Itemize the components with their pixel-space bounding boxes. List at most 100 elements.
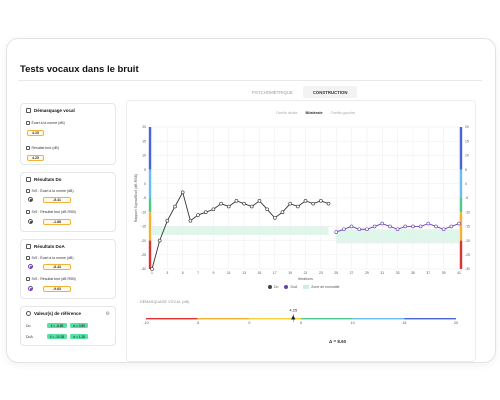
do-point[interactable]	[257, 199, 262, 203]
doc-icon	[26, 146, 30, 150]
doa-point[interactable]	[342, 227, 346, 232]
chart-icon	[26, 244, 31, 249]
scale-segment	[301, 318, 353, 320]
doa-point[interactable]	[372, 224, 377, 229]
tab-oreille-droite[interactable]: Oreille droite	[276, 111, 298, 115]
y-tick-label: 5	[144, 168, 146, 172]
do-point[interactable]	[319, 199, 323, 203]
y-tick-label: 20	[465, 125, 469, 129]
y-tick-label: -5	[143, 196, 146, 200]
x-tick-label: 5	[182, 271, 184, 275]
do-point[interactable]	[265, 207, 269, 212]
x-tick-label: 13	[242, 271, 246, 275]
doa-point[interactable]	[457, 221, 461, 226]
x-tick-label: 35	[411, 271, 415, 275]
doa-point[interactable]	[365, 227, 369, 232]
doa-point[interactable]	[426, 221, 431, 226]
y-tick-label: 0	[465, 182, 467, 186]
doa-point[interactable]	[349, 224, 354, 229]
tab-psychometrique[interactable]: PSYCHOMÉTRIQUE	[252, 89, 293, 95]
scale-tick-label: -5	[196, 321, 199, 325]
x-tick-label: 19	[288, 271, 292, 275]
x-tick-label: 25	[334, 271, 338, 275]
doa-point[interactable]	[418, 224, 423, 229]
chart-icon	[26, 189, 30, 193]
y-tick-label: -25	[465, 253, 470, 257]
y-tick-label: -20	[141, 239, 146, 243]
doa-point[interactable]	[388, 224, 392, 229]
do-point[interactable]	[165, 218, 170, 223]
axis-color-band	[459, 198, 463, 213]
do-point[interactable]	[157, 238, 162, 243]
settings-icon[interactable]: ⚙	[105, 311, 110, 317]
doa-point[interactable]	[334, 230, 338, 234]
doa-point[interactable]	[403, 224, 408, 229]
do-point[interactable]	[280, 210, 285, 214]
x-tick-label: 17	[273, 271, 277, 275]
scale-tick-label: 5	[300, 321, 302, 325]
do-point[interactable]	[288, 201, 292, 206]
do-point[interactable]	[196, 213, 200, 217]
do-point[interactable]	[173, 204, 177, 209]
chart-icon	[26, 256, 30, 260]
do-point[interactable]	[273, 216, 277, 220]
scale-segment	[352, 318, 405, 320]
tab-bilaterale[interactable]: Bilatérale	[305, 111, 323, 115]
x-tick-label: 39	[442, 271, 446, 275]
brut-label: SrS : Résultat brut (dB RSB)	[31, 277, 76, 281]
y-tick-label: -10	[465, 210, 470, 214]
do-point[interactable]	[211, 207, 216, 212]
ecart-label: SrS : Écart à la norme (dB)	[31, 256, 74, 260]
card-title: Résultats DoA	[34, 244, 65, 249]
doa-point[interactable]	[395, 227, 400, 232]
norm-zone	[152, 226, 329, 235]
do-point[interactable]	[203, 210, 208, 214]
do-point[interactable]	[303, 199, 308, 203]
legend-do-swatch	[268, 285, 272, 289]
axis-color-band	[148, 212, 152, 241]
scale-value-label: 4.25	[289, 308, 298, 313]
ref-label: DoA	[26, 335, 33, 339]
do-point[interactable]	[150, 267, 154, 271]
legend-doa-swatch	[284, 285, 289, 289]
brut-value: -1.88	[43, 218, 71, 225]
do-point[interactable]	[311, 201, 315, 206]
do-point[interactable]	[296, 204, 300, 209]
x-tick-label: 1	[151, 271, 153, 275]
scale-marker-icon	[291, 315, 296, 320]
x-tick-label: 15	[258, 271, 262, 275]
y-tick-label: 5	[465, 168, 467, 172]
do-point[interactable]	[226, 204, 231, 209]
do-point[interactable]	[180, 190, 185, 195]
doa-point[interactable]	[449, 224, 454, 229]
do-marker-icon	[28, 219, 33, 224]
doa-point[interactable]	[434, 224, 438, 229]
do-point[interactable]	[242, 201, 246, 206]
card-title: Valeur(s) de référence	[34, 311, 82, 316]
doa-point[interactable]	[441, 227, 446, 232]
brut-label: Résultat brut (dB)	[31, 146, 59, 150]
scale-segment	[197, 318, 250, 320]
x-tick-label: 41	[457, 271, 461, 275]
ear-tabs: Oreille droite Bilatérale Oreille gauche	[276, 111, 355, 115]
ref-mean: x̄ = -8.89	[47, 323, 67, 328]
doa-point[interactable]	[357, 227, 362, 232]
do-point[interactable]	[219, 201, 223, 206]
tab-construction[interactable]: CONSTRUCTION	[302, 86, 358, 98]
axis-color-band	[148, 240, 152, 269]
doa-point[interactable]	[380, 221, 385, 226]
tab-oreille-gauche[interactable]: Oreille gauche	[330, 111, 356, 115]
brut-label: SrS : Résultat brut (dB RSB)	[31, 210, 76, 214]
doa-point[interactable]	[411, 224, 415, 229]
do-point[interactable]	[326, 201, 331, 206]
x-tick-label: 7	[197, 271, 199, 275]
do-point[interactable]	[249, 204, 254, 209]
do-point[interactable]	[188, 218, 193, 223]
y-axis-label: Rapport Signal/Bruit (dB RSB)	[134, 174, 138, 222]
x-tick-label: 27	[350, 271, 354, 275]
do-point[interactable]	[234, 199, 239, 203]
ref-sd: σ = 1.28	[70, 334, 88, 339]
scale-tick-label: -10	[143, 321, 148, 325]
y-tick-label: -30	[465, 267, 470, 271]
card-demasquage: Démasquage vocal Écart à la norme (dB) 4…	[20, 103, 116, 165]
